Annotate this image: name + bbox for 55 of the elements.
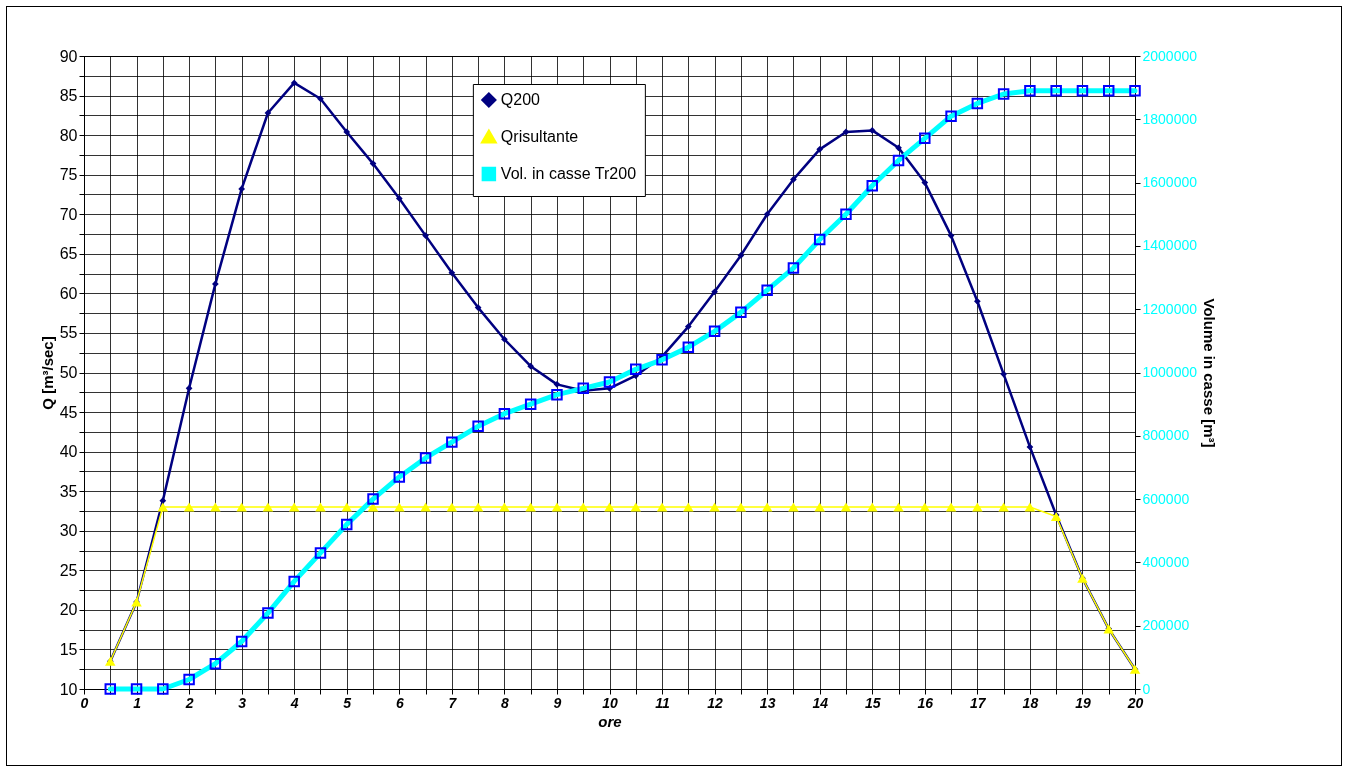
x-tick-label: 4 <box>289 694 299 711</box>
x-tick-label: 6 <box>395 694 404 711</box>
legend-label: Vol. in casse Tr200 <box>500 165 637 182</box>
x-tick-label: 2 <box>184 694 194 711</box>
y2-tick-label: 0 <box>1142 680 1151 697</box>
x-tick-label: 18 <box>1022 694 1039 711</box>
y2-tick-label: 1800000 <box>1142 110 1198 127</box>
y2-tick-label: 1000000 <box>1142 364 1198 380</box>
y-tick-label: 65 <box>59 245 78 263</box>
y-tick-label: 20 <box>59 601 78 619</box>
legend-label: Q200 <box>500 91 541 108</box>
y-tick-label: 50 <box>59 364 78 381</box>
y2-tick-label: 1600000 <box>1142 174 1198 191</box>
y-tick-label: 80 <box>59 126 78 144</box>
y-axis-title: Q [m³/sec] <box>38 336 56 410</box>
x-tick-label: 14 <box>812 694 829 711</box>
y-tick-label: 35 <box>59 482 78 500</box>
x-tick-label: 16 <box>917 694 934 711</box>
x-tick-label: 8 <box>501 694 509 711</box>
y-tick-label: 25 <box>59 561 78 579</box>
legend-label: Qrisultante <box>500 128 579 145</box>
y-tick-label: 90 <box>59 47 78 65</box>
y-tick-label: 60 <box>59 284 78 302</box>
x-tick-label: 11 <box>655 694 671 711</box>
y-tick-label: 70 <box>59 205 78 223</box>
y-tick-label: 10 <box>59 680 78 698</box>
x-tick-label: 0 <box>80 694 89 711</box>
y2-tick-label: 1200000 <box>1142 300 1198 317</box>
x-tick-label: 9 <box>553 694 562 711</box>
y-tick-label: 55 <box>59 324 78 342</box>
y-tick-label: 30 <box>59 522 78 540</box>
x-tick-label: 13 <box>759 694 776 711</box>
x-tick-label: 20 <box>1126 694 1144 711</box>
y2-tick-label: 2000000 <box>1142 47 1198 64</box>
y2-tick-label: 400000 <box>1142 553 1190 570</box>
x-axis-title: ore <box>598 712 622 730</box>
x-tick-label: 1 <box>133 694 142 711</box>
x-tick-label: 19 <box>1075 694 1091 711</box>
x-tick-label: 7 <box>448 694 458 711</box>
y2-tick-label: 200000 <box>1142 617 1190 634</box>
x-tick-label: 10 <box>602 694 618 711</box>
x-tick-label: 17 <box>970 694 987 711</box>
x-tick-label: 12 <box>707 694 724 711</box>
y-tick-label: 15 <box>59 640 78 658</box>
x-tick-label: 15 <box>864 694 881 711</box>
y-tick-label: 85 <box>59 87 78 105</box>
y2-tick-label: 600000 <box>1142 490 1190 507</box>
y-tick-label: 40 <box>59 443 78 461</box>
x-tick-label: 5 <box>343 694 352 711</box>
y2-axis-title: Volume in casse [m³] <box>1201 298 1218 448</box>
x-tick-label: 3 <box>238 694 247 711</box>
y-tick-label: 45 <box>59 403 78 421</box>
y2-tick-label: 800000 <box>1142 427 1190 444</box>
y-tick-label: 75 <box>59 166 78 184</box>
y2-tick-label: 1400000 <box>1142 237 1198 254</box>
